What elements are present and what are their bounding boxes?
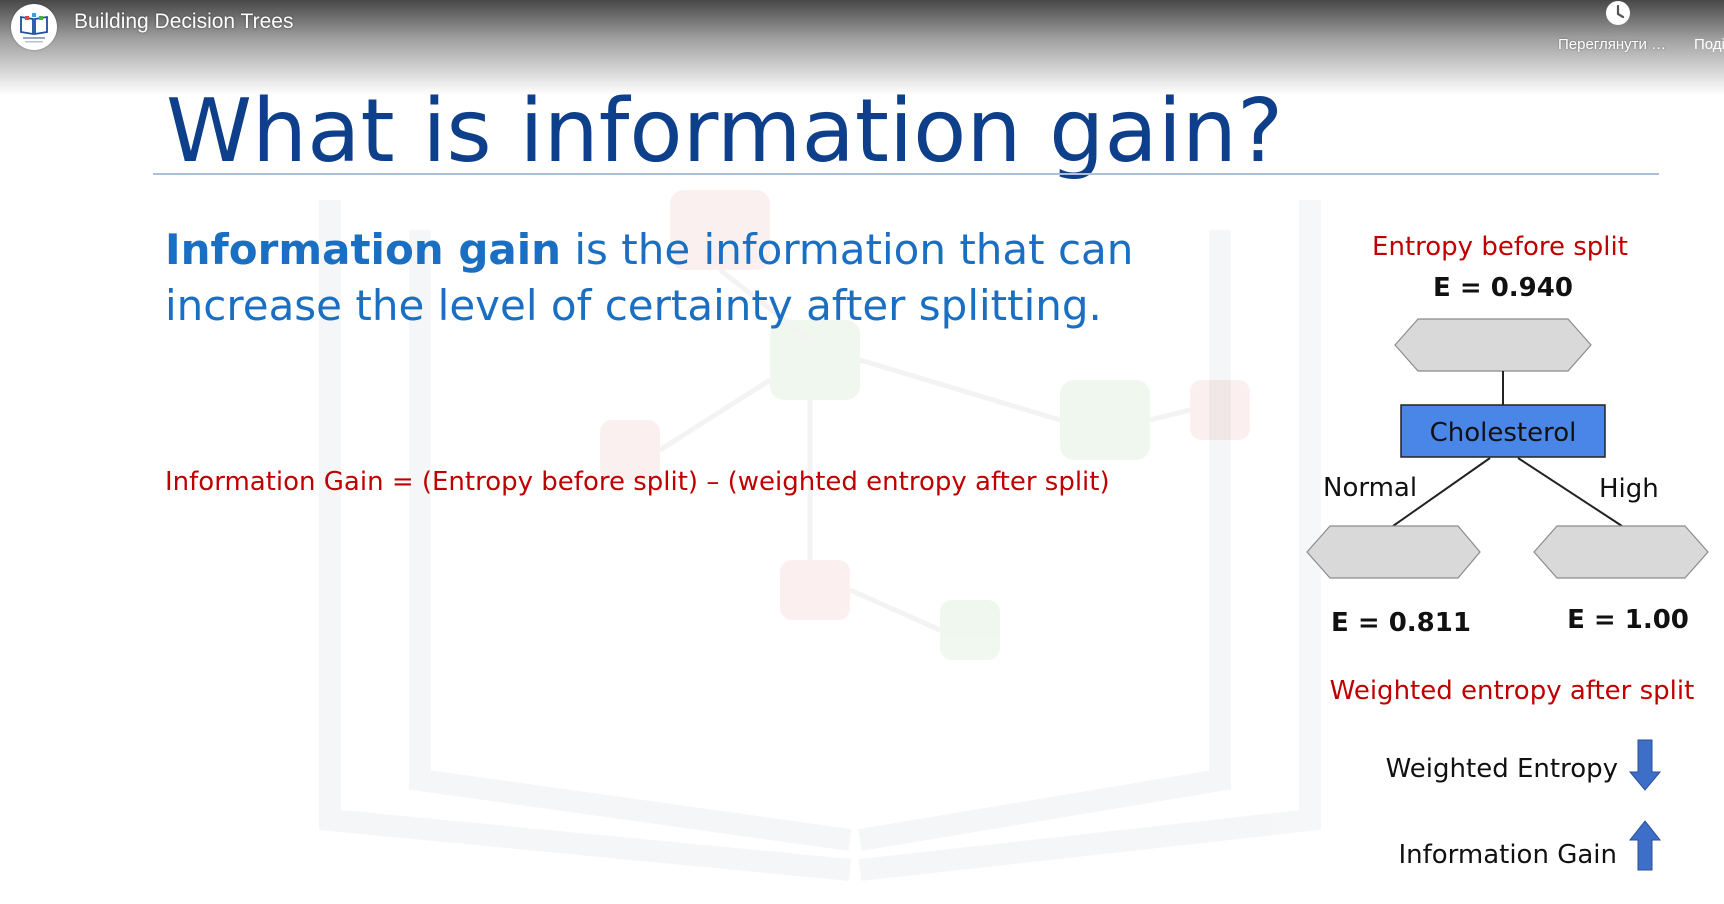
branch-left-line [1392,457,1491,527]
title-divider [153,173,1659,175]
right-entropy-value: E = 1.00 [1567,605,1689,635]
branch-right-label: High [1599,474,1659,504]
arrow-down-icon [1628,739,1662,791]
clock-icon [1606,1,1630,25]
information-gain-label: Information Gain [1398,840,1617,870]
arrow-up-icon [1628,820,1662,871]
definition-term: Information gain [165,225,562,274]
branch-right-line [1517,457,1623,527]
branch-left-label: Normal [1323,473,1417,503]
watch-later-button[interactable]: Переглянути пізніше [1558,0,1668,60]
entropy-before-label: Entropy before split [1372,232,1628,262]
slide-title: What is information gain? [166,80,1284,182]
information-gain-formula: Information Gain = (Entropy before split… [165,467,1110,497]
weighted-entropy-label: Weighted Entropy [1386,754,1618,784]
book-logo-icon [12,5,56,49]
player-top-bar [0,0,1724,95]
share-button[interactable]: Поділитися [1694,36,1724,53]
definition-text: Information gain is the information that… [165,222,1215,334]
channel-logo[interactable] [11,4,57,50]
right-child-hexagon [1533,525,1709,579]
definition-body: is the information that can increase the… [165,225,1134,330]
cholesterol-node-label: Cholesterol [1430,418,1577,448]
cholesterol-node [1400,404,1606,458]
video-title[interactable]: Building Decision Trees [74,10,294,33]
left-child-hexagon [1306,525,1481,579]
weighted-after-label: Weighted entropy after split [1330,676,1695,706]
root-hexagon [1394,318,1592,372]
entropy-before-value: E = 0.940 [1433,273,1573,303]
left-entropy-value: E = 0.811 [1331,608,1471,638]
